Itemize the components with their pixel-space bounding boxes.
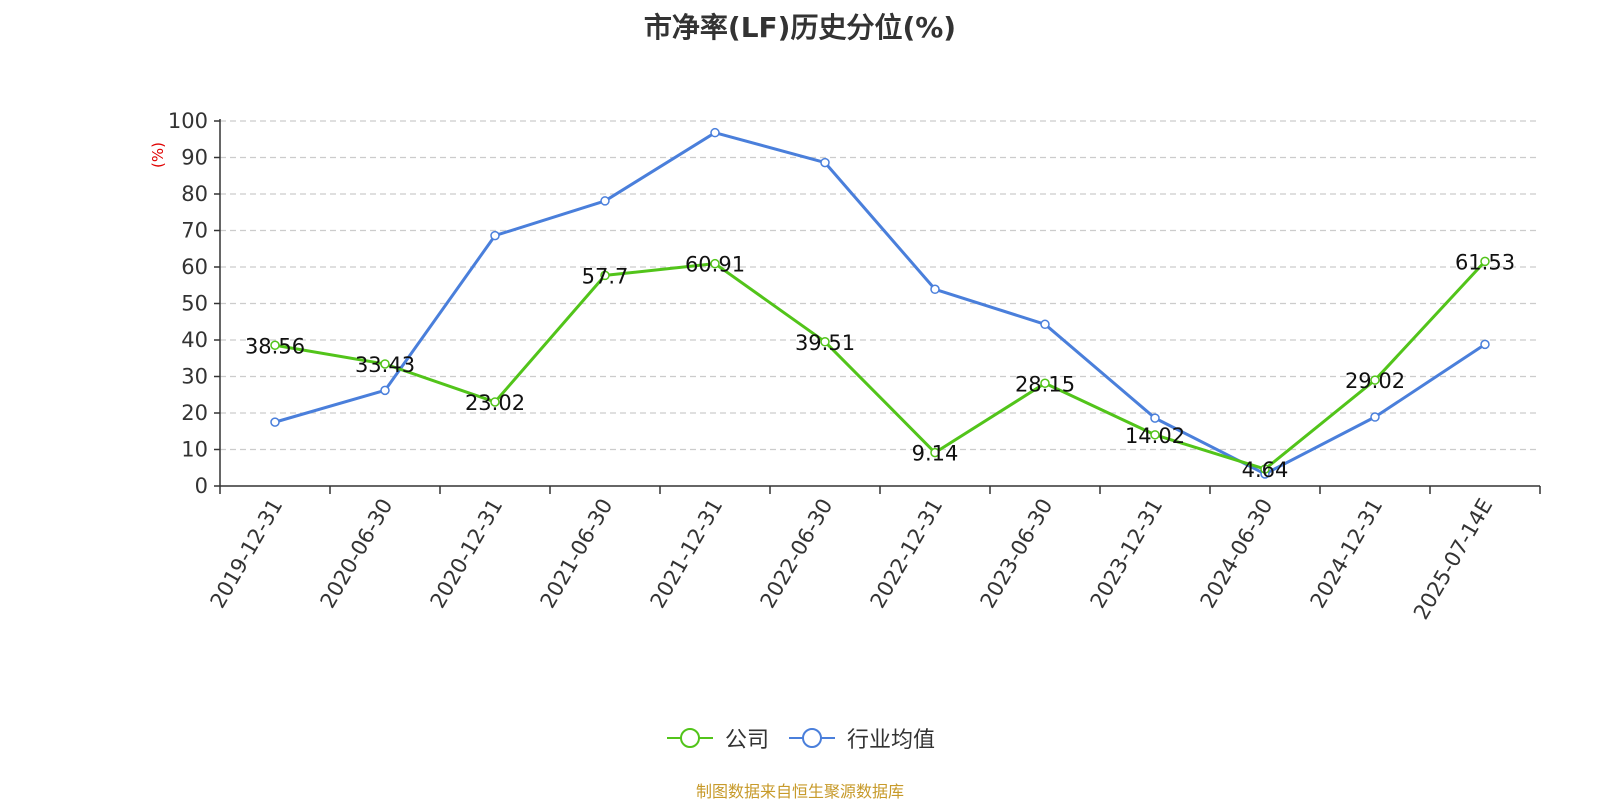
- x-tick-label: 2021-12-31: [646, 495, 728, 613]
- data-label: 60.91: [685, 253, 745, 277]
- data-label: 28.15: [1015, 372, 1075, 396]
- data-label: 57.7: [582, 264, 629, 288]
- x-tick-label: 2024-12-31: [1306, 495, 1388, 613]
- x-tick-label: 2020-06-30: [316, 495, 398, 613]
- data-point: [380, 385, 390, 396]
- data-label: 33.43: [355, 353, 415, 377]
- legend-item-company[interactable]: 公司: [665, 722, 769, 754]
- data-point: [270, 417, 280, 427]
- x-tick-label: 2024-06-30: [1196, 495, 1278, 613]
- series-line: [274, 131, 1486, 476]
- data-point: [1150, 430, 1160, 440]
- data-point: [1370, 412, 1380, 422]
- x-tick-label: 2019-12-31: [206, 495, 288, 613]
- data-label: 4.64: [1242, 458, 1289, 482]
- series-lines: [270, 127, 1490, 479]
- x-tick-label: 2023-06-30: [976, 495, 1058, 613]
- gridlines: [220, 120, 1540, 451]
- data-point: [820, 157, 830, 168]
- data-label: 23.02: [465, 391, 525, 415]
- x-tick-label: 2025-07-14E: [1409, 495, 1497, 624]
- data-point: [380, 359, 390, 369]
- data-point: [490, 397, 500, 407]
- y-tick-label: 80: [181, 182, 208, 206]
- data-label: 38.56: [245, 334, 305, 358]
- data-point: [1040, 378, 1050, 389]
- legend-label-industry-average: 行业均值: [847, 728, 936, 753]
- data-point: [1040, 319, 1050, 330]
- data-label: 29.02: [1345, 369, 1405, 393]
- y-tick-label: 70: [181, 219, 208, 243]
- data-label: 9.14: [912, 442, 959, 466]
- y-tick-label: 30: [181, 365, 208, 389]
- y-tick-label: 60: [181, 255, 208, 279]
- y-axis-label: (%): [149, 142, 167, 168]
- legend-item-industry-average[interactable]: 行业均值: [787, 722, 935, 754]
- chart-title: 市净率(LF)历史分位(%): [643, 11, 957, 44]
- y-tick-label: 50: [181, 292, 208, 316]
- data-point: [270, 340, 280, 351]
- x-tick-label: 2020-12-31: [426, 495, 508, 613]
- data-point: [930, 447, 940, 458]
- data-point: [1480, 339, 1490, 350]
- legend-label-company: 公司: [724, 728, 769, 753]
- y-tick-label: 100: [168, 109, 208, 133]
- data-point: [1260, 464, 1270, 474]
- data-point: [820, 337, 830, 347]
- data-point: [1480, 256, 1490, 267]
- data-point: [930, 284, 940, 295]
- legend-marker-industry-average: [789, 728, 835, 748]
- data-point: [600, 270, 610, 281]
- y-tick-label: 0: [195, 474, 208, 498]
- y-tick-label: 10: [181, 438, 208, 462]
- data-point: [1370, 375, 1380, 385]
- source-note: 制图数据来自恒生聚源数据库: [695, 782, 904, 801]
- x-tick-label: 2021-06-30: [536, 495, 618, 613]
- y-tick-label: 40: [181, 328, 208, 352]
- series-line: [274, 260, 1487, 471]
- data-label: 39.51: [795, 331, 855, 355]
- y-tick-label: 20: [181, 401, 208, 425]
- data-labels: 38.56 33.43 23.02 57.7 60.91 39.51 9.14 28.15 14…: [245, 250, 1515, 482]
- data-label: 14.02: [1125, 424, 1185, 448]
- data-point: [490, 230, 500, 241]
- data-point: [710, 258, 720, 269]
- x-tick-label: 2023-12-31: [1086, 495, 1168, 613]
- data-point: [1150, 413, 1160, 423]
- data-point: [710, 127, 720, 138]
- legend: 公司 行业均值: [0, 722, 1600, 754]
- line-chart: 0 10 20 30 40 50 60 70 80 90 100(%) 2019-12-31 2020-…: [149, 109, 1541, 624]
- data-label: 61.53: [1455, 250, 1515, 274]
- legend-marker-company: [666, 728, 713, 748]
- x-tick-label: 2022-06-30: [756, 495, 838, 613]
- x-tick-label: 2022-12-31: [866, 495, 948, 613]
- data-point: [600, 196, 610, 206]
- y-tick-label: 90: [181, 146, 208, 170]
